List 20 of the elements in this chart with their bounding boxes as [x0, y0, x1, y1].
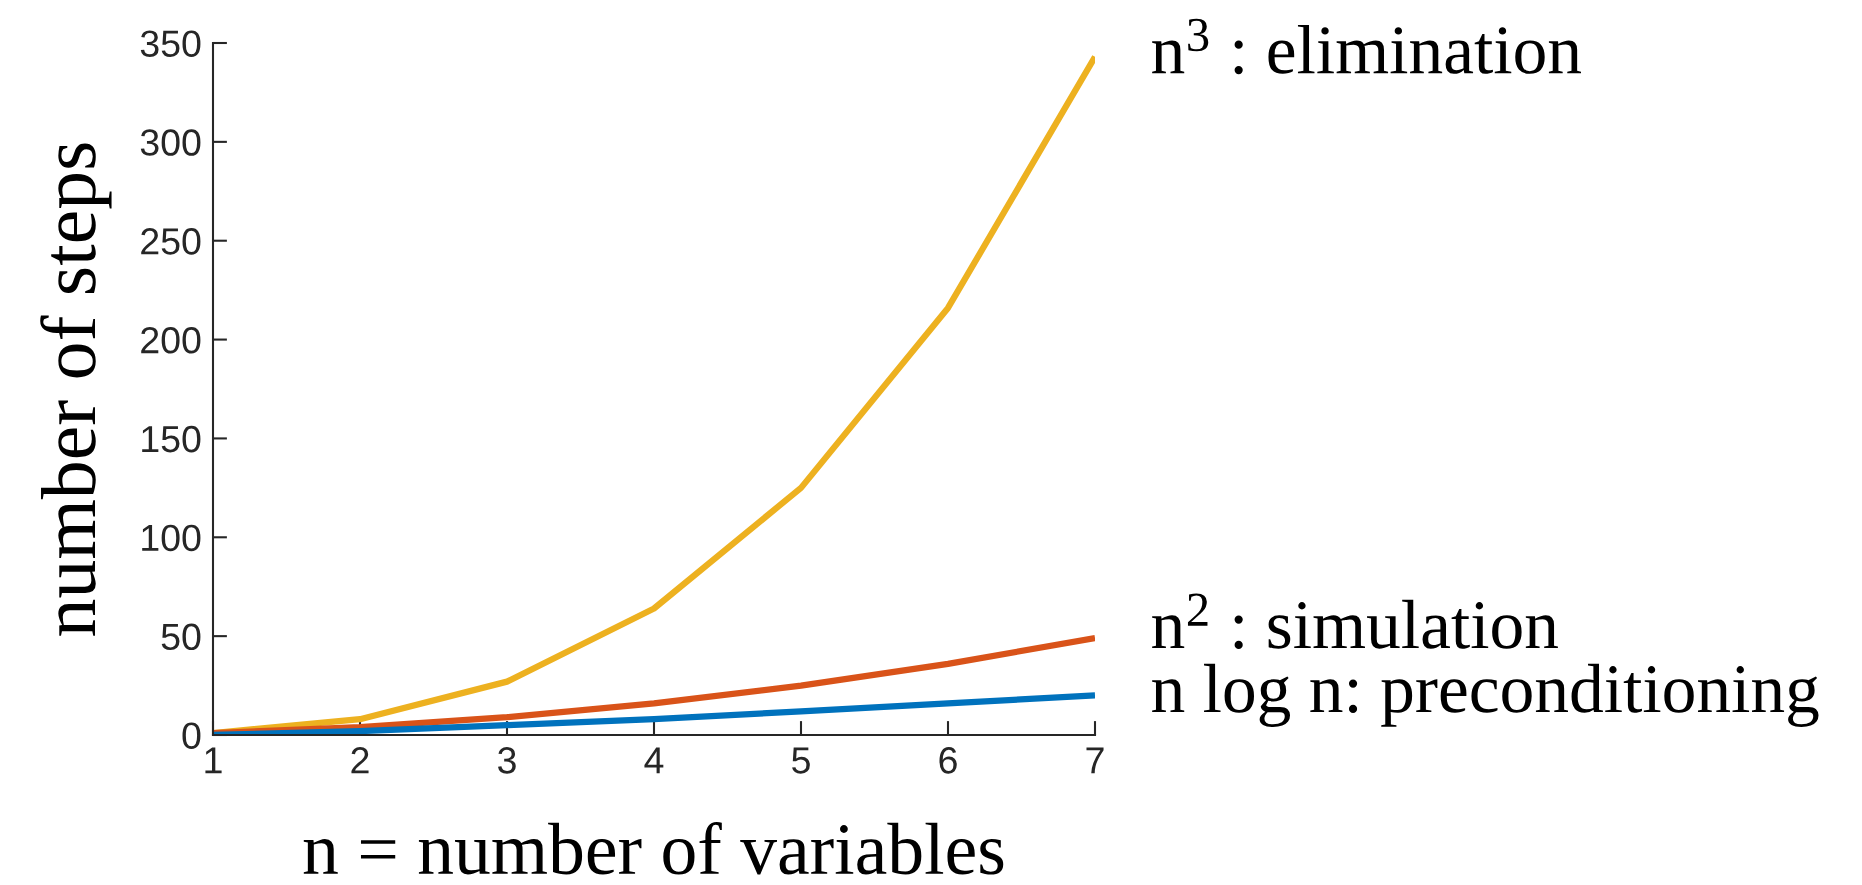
y-tick-label: 150 — [142, 425, 201, 453]
x-tick-label: 2 — [351, 747, 369, 774]
y-tick-label: 350 — [140, 30, 201, 57]
y-tick-label: 0 — [182, 722, 201, 749]
y-tick-label: 200 — [141, 326, 201, 354]
series-label: n log n: preconditioning — [1152, 663, 1819, 728]
x-tick-label: 7 — [1086, 747, 1104, 774]
x-axis-title: n = number of variables — [303, 821, 1004, 875]
series-label: n$^{3}$ : elimination — [1152, 18, 1581, 75]
x-tick-label: 3 — [498, 747, 516, 774]
x-tick-label: 1 — [205, 747, 222, 774]
x-tick-label: 6 — [939, 747, 957, 774]
y-axis-title: number of steps — [40, 143, 112, 636]
x-tick-label: 4 — [644, 747, 664, 774]
y-tick-label: 300 — [140, 129, 201, 156]
y-tick-label: 250 — [141, 228, 201, 255]
y-tick-label: 50 — [161, 623, 201, 651]
y-tick-label: 100 — [142, 524, 201, 552]
x-tick-label: 5 — [792, 747, 810, 774]
series-label: n$^{2}$ : simulation — [1152, 593, 1558, 650]
